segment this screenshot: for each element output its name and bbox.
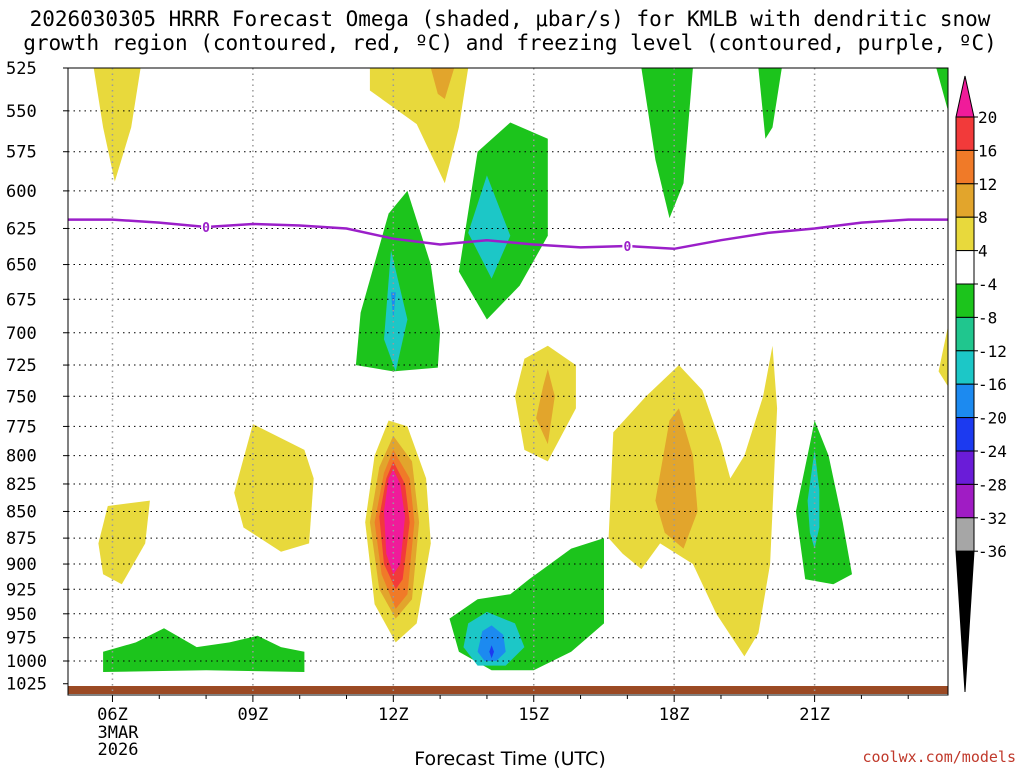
y-tick-label: 875	[6, 529, 37, 549]
x-tick-label-06Z: 06Z	[97, 705, 128, 725]
y-tick-label: 900	[6, 555, 37, 575]
freezing-level-label: 0	[623, 240, 631, 255]
y-axis: 525 550 575 600 625 650 675 700 725 750 775 800 825 8…	[6, 59, 68, 695]
y-tick-label: 1025	[6, 675, 47, 695]
colorbar-top-arrow	[955, 75, 975, 118]
y-tick-label: 550	[6, 102, 37, 122]
colorbar-tick-label: 16	[978, 141, 997, 160]
colorbar-swatch	[955, 316, 975, 352]
colorbar-swatch	[955, 350, 975, 385]
y-tick-label: 625	[6, 219, 37, 239]
y-tick-label: 775	[6, 417, 37, 437]
y-tick-label: 925	[6, 580, 37, 600]
y-tick-label: 725	[6, 356, 37, 376]
y-tick-label: 675	[6, 290, 37, 310]
colorbar-tick-label: -28	[978, 475, 1007, 494]
colorbar-swatch	[955, 383, 975, 419]
x-tick-label-21Z: 21Z	[799, 705, 830, 725]
y-tick-label: 525	[6, 59, 37, 79]
date-label-year: 2026	[98, 740, 139, 760]
freezing-level-label: 0	[202, 221, 210, 236]
plot-frame	[67, 67, 949, 696]
freezing-level-layer: 00	[68, 218, 948, 255]
colorbar-swatch	[955, 116, 975, 151]
omega-region-updraft-0530z-low	[98, 500, 150, 585]
y-tick-label: 600	[6, 182, 37, 202]
x-tick-label-09Z: 09Z	[238, 705, 269, 725]
freezing-label-bg	[622, 237, 633, 252]
y-tick-label: 825	[6, 475, 37, 495]
x-axis: 06Z 09Z 12Z 15Z 18Z 21Z	[97, 695, 909, 725]
colorbar-tick-label: -36	[978, 542, 1007, 561]
omega-region-updraft-1800z-mid-core	[655, 408, 698, 549]
omega-region-downdraft-0700z-sfc	[103, 628, 305, 672]
chart-title-line-1: 2026030305 HRRR Forecast Omega (shaded, …	[30, 7, 991, 31]
x-tick-label-18Z: 18Z	[659, 705, 690, 725]
chart-title-line-2: growth region (contoured, red, ºC) and f…	[23, 31, 997, 55]
omega-region-downdraft-1400z-low-20	[489, 645, 494, 659]
x-axis-title: Forecast Time (UTC)	[414, 748, 605, 768]
colorbar-swatch	[955, 183, 975, 218]
colorbar-swatch	[955, 283, 975, 318]
y-tick-label: 975	[6, 629, 37, 649]
omega-region-updraft-1300z-core	[430, 68, 455, 99]
omega-region-downdraft-2100z-low-core	[807, 449, 820, 549]
y-tick-label: 1000	[6, 652, 47, 672]
omega-region-downdraft-1200z-mid-core	[384, 250, 408, 372]
colorbar-tick-label: 12	[978, 175, 997, 194]
omega-region-downdraft-1800z-upper	[641, 68, 693, 219]
colorbar-swatch	[955, 417, 975, 452]
colorbar-tick-label: -20	[978, 409, 1007, 428]
colorbar-swatch	[955, 250, 975, 285]
freezing-level-line	[68, 218, 948, 251]
colorbar-tick-label: 8	[978, 208, 988, 227]
omega-region-updraft-0530z-upper	[93, 68, 141, 182]
freezing-label-bg	[201, 218, 212, 233]
colorbar-tick-label: 20	[978, 108, 997, 127]
y-tick-label: 575	[6, 143, 37, 163]
y-tick-label: 650	[6, 256, 37, 276]
omega-region-updraft-1130z-upper	[369, 68, 469, 184]
omega-region-updraft-1530z-mid-core	[536, 368, 555, 445]
colorbar-tick-label: 4	[978, 242, 988, 261]
omega-region-updraft-2345z-mid	[938, 326, 948, 387]
colorbar-tick-label: -16	[978, 375, 1007, 394]
colorbar-tick-label: -24	[978, 442, 1007, 461]
colorbar-tick-label: -32	[978, 509, 1007, 528]
y-tick-label: 950	[6, 605, 37, 625]
x-tick-label-15Z: 15Z	[518, 705, 549, 725]
y-tick-label: 800	[6, 447, 37, 467]
omega-region-downdraft-2300z-upper	[936, 68, 948, 111]
omega-shading-layer	[93, 68, 948, 672]
colorbar-swatch	[955, 483, 975, 519]
colorbar-bottom-arrow	[955, 550, 975, 693]
colorbar-swatch	[955, 517, 975, 552]
date-label-day: 3MAR	[98, 723, 140, 743]
colorbar-swatch	[955, 216, 975, 252]
credit-text[interactable]: coolwx.com/models	[862, 748, 1016, 766]
y-tick-label: 700	[6, 324, 37, 344]
colorbar-tick-label: -8	[978, 308, 997, 327]
colorbar: 20 16 12 8 4 -4 -8 -12 -16 -20 -24 -28 -32 -36	[955, 75, 1007, 693]
x-tick-label-12Z: 12Z	[378, 705, 409, 725]
grid-layer	[68, 68, 948, 695]
y-tick-label: 750	[6, 387, 37, 407]
omega-region-downdraft-1430z-core	[468, 175, 511, 279]
colorbar-swatch	[955, 450, 975, 485]
omega-region-downdraft-2000z-upper	[758, 68, 782, 139]
omega-region-downdraft-2100z-low	[795, 420, 852, 585]
colorbar-swatch	[955, 149, 975, 185]
omega-region-updraft-0830z-mid	[234, 424, 314, 552]
y-tick-label: 850	[6, 502, 37, 522]
omega-region-downdraft-1400z-low-16	[477, 625, 506, 661]
colorbar-tick-label: -12	[978, 342, 1007, 361]
omega-region-updraft-1200z-low-20	[384, 469, 405, 575]
ground-layer	[68, 686, 948, 694]
colorbar-tick-label: -4	[978, 275, 997, 294]
